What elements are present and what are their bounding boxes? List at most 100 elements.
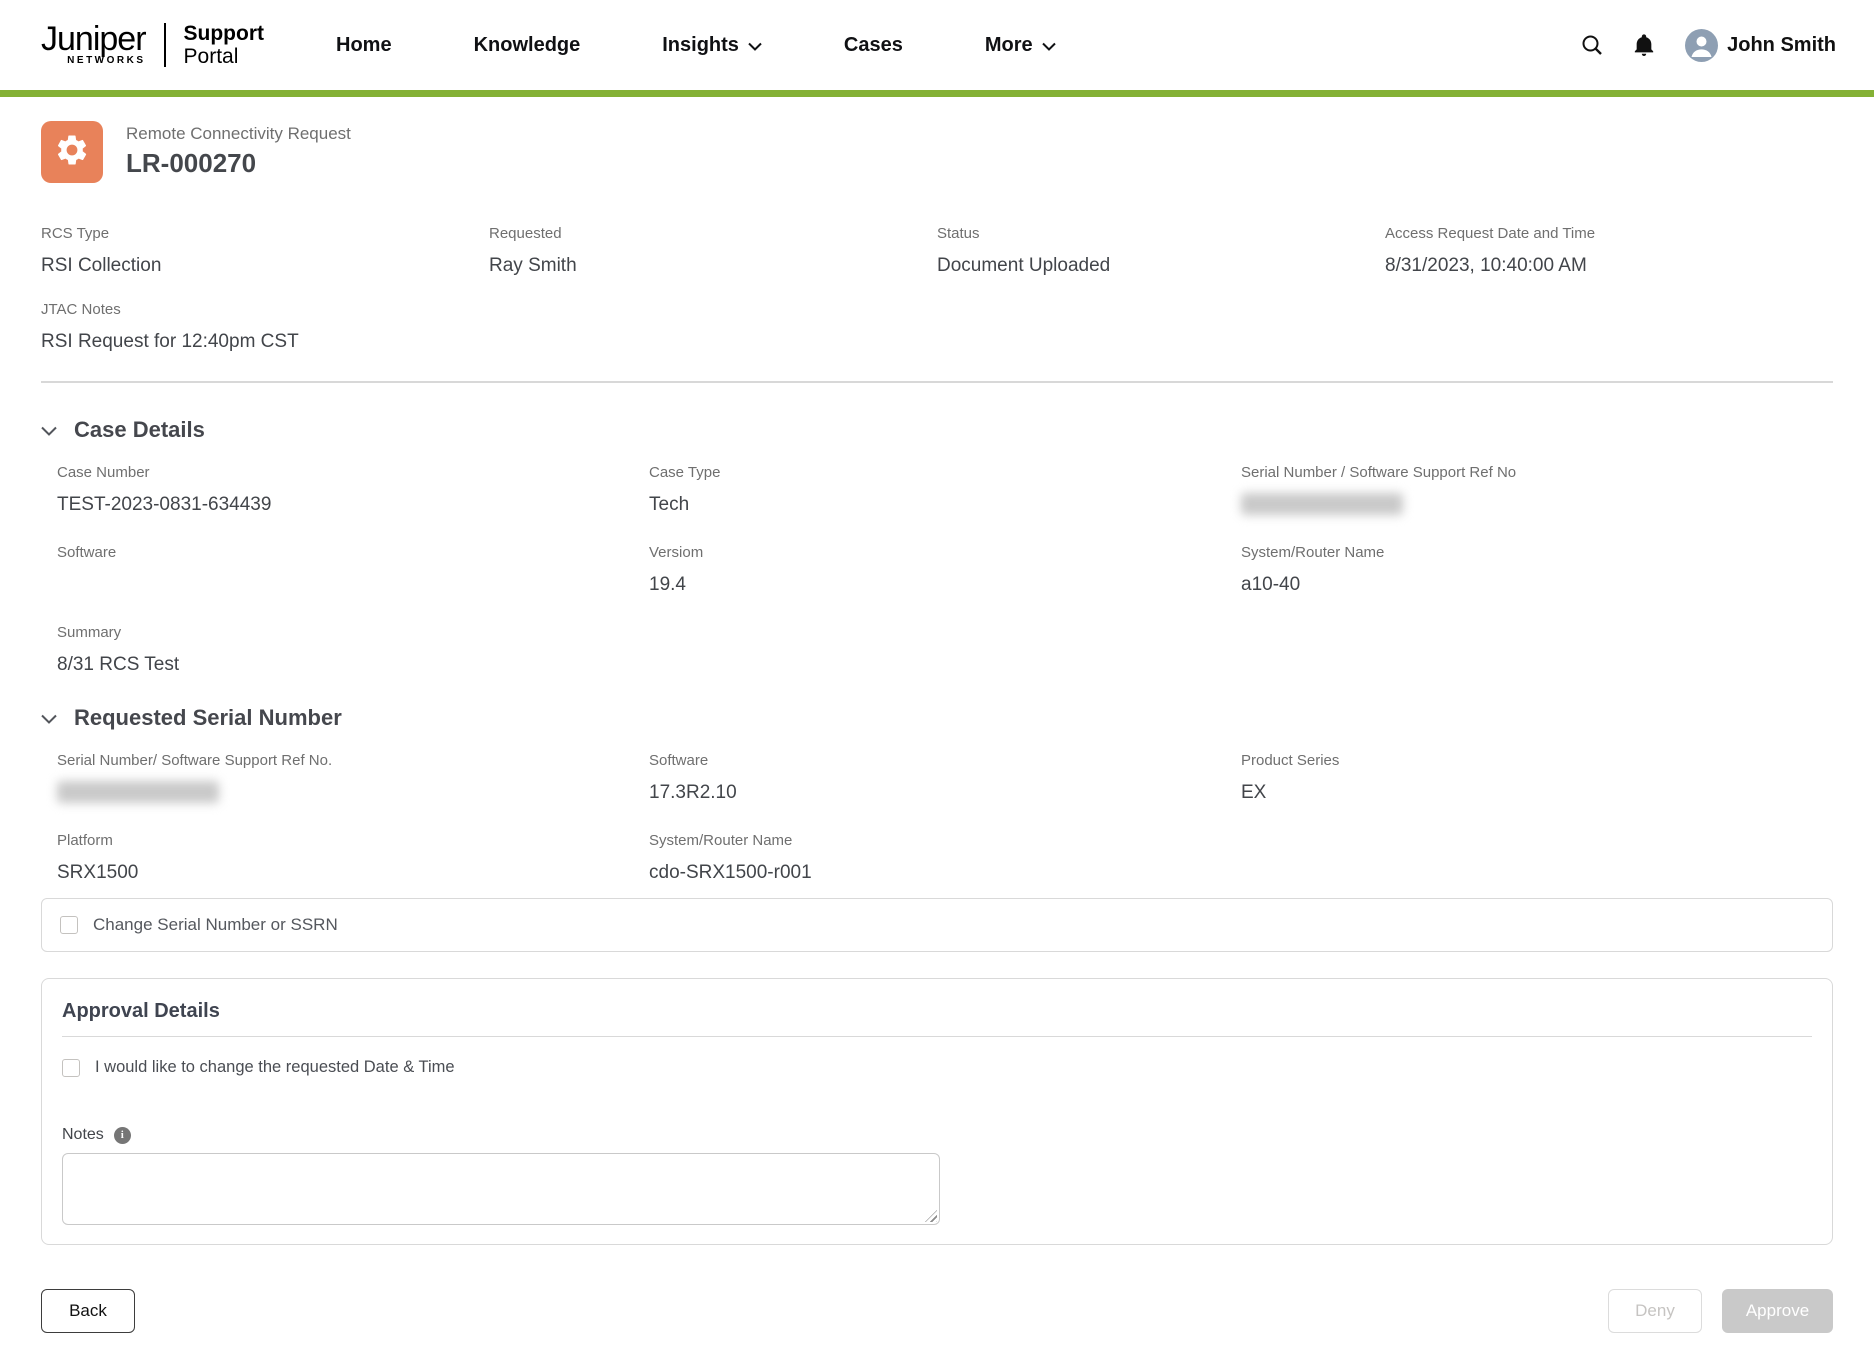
field-serial-number-ssrn: Serial Number/ Software Support Ref No. — [57, 751, 649, 831]
field-status: Status Document Uploaded — [937, 224, 1385, 300]
field-label: System/Router Name — [1241, 544, 1385, 561]
field-platform: Platform SRX1500 — [57, 831, 649, 911]
record-type-label: Remote Connectivity Request — [126, 124, 351, 143]
field-value: TEST-2023-0831-634439 — [57, 494, 272, 515]
info-icon[interactable]: i — [113, 1126, 131, 1144]
user-name: John Smith — [1727, 33, 1836, 56]
section-divider — [41, 381, 1833, 383]
field-value: 8/31 RCS Test — [57, 654, 180, 675]
field-value: RSI Collection — [41, 255, 162, 276]
gear-icon — [54, 132, 90, 173]
record-tile — [41, 121, 103, 183]
user-menu[interactable]: John Smith — [1685, 28, 1836, 62]
nav-utilities: John Smith — [1581, 28, 1836, 62]
field-label: Software — [57, 544, 117, 561]
redacted-value — [1241, 493, 1403, 515]
change-datetime-checkbox[interactable] — [62, 1058, 80, 1077]
notes-row: Notes i — [62, 1126, 1812, 1144]
record-header: Remote Connectivity Request LR-000270 — [41, 121, 351, 183]
chevron-down-icon — [41, 714, 57, 724]
notes-textarea[interactable] — [62, 1153, 940, 1225]
field-label: Versiom — [649, 544, 704, 561]
field-value: Tech — [649, 494, 690, 515]
field-label: Case Number — [57, 464, 150, 481]
field-value: Document Uploaded — [937, 255, 1111, 276]
field-label: Case Type — [649, 464, 721, 481]
nav-item-knowledge[interactable]: Knowledge — [474, 34, 581, 57]
field-label: Requested — [489, 225, 562, 242]
support-wordmark: Support — [183, 22, 264, 45]
action-bar: Back Deny Approve — [41, 1289, 1833, 1333]
field-label: JTAC Notes — [41, 301, 121, 318]
field-value: Ray Smith — [489, 255, 577, 276]
field-value: cdo-SRX1500-r001 — [649, 862, 812, 883]
approve-button[interactable]: Approve — [1722, 1289, 1833, 1333]
field-value: 8/31/2023, 10:40:00 AM — [1385, 255, 1587, 276]
chevron-down-icon — [41, 426, 57, 436]
requested-serial-section: Requested Serial Number Serial Number/ S… — [41, 703, 1833, 911]
juniper-logo-word: Juniper — [41, 20, 147, 58]
field-product-series: Product Series EX — [1241, 751, 1833, 831]
juniper-logo[interactable]: Juniper NETWORKS — [41, 20, 147, 66]
nav-item-insights[interactable]: Insights — [662, 34, 762, 57]
change-datetime-row: I would like to change the requested Dat… — [62, 1058, 1812, 1077]
field-value: RSI Request for 12:40pm CST — [41, 331, 299, 352]
field-label: Access Request Date and Time — [1385, 225, 1596, 242]
brand: Juniper NETWORKS Support Portal — [41, 22, 264, 68]
user-avatar-icon — [1685, 28, 1719, 62]
requested-serial-toggle[interactable]: Requested Serial Number — [41, 703, 1833, 733]
field-access-request-datetime: Access Request Date and Time 8/31/2023, … — [1385, 224, 1833, 300]
field-value — [57, 573, 649, 597]
nav-item-cases[interactable]: Cases — [844, 34, 903, 57]
decision-buttons: Deny Approve — [1608, 1289, 1833, 1333]
field-label: Serial Number / Software Support Ref No — [1241, 464, 1517, 481]
field-label: Summary — [57, 624, 122, 641]
case-details-grid: Case Number TEST-2023-0831-634439 Case T… — [57, 463, 1833, 703]
field-label: RCS Type — [41, 225, 110, 242]
field-jtac-notes: JTAC Notes RSI Request for 12:40pm CST — [41, 300, 1833, 376]
deny-button[interactable]: Deny — [1608, 1289, 1702, 1333]
nav-item-label: More — [984, 33, 1033, 56]
field-label: Status — [937, 225, 980, 242]
brand-divider — [163, 23, 166, 67]
field-system-router-name: System/Router Name a10-40 — [1241, 543, 1833, 623]
record-meta: Remote Connectivity Request LR-000270 — [126, 121, 351, 183]
notes-label: Notes — [62, 1126, 104, 1143]
field-value: a10-40 — [1241, 574, 1301, 595]
field-system-router-name: System/Router Name cdo-SRX1500-r001 — [649, 831, 1241, 911]
support-portal-wordmark: Support Portal — [184, 22, 264, 68]
redacted-value — [57, 781, 219, 803]
section-title: Case Details — [74, 417, 205, 442]
record-id: LR-000270 — [126, 148, 257, 178]
juniper-logo-networks: NETWORKS — [67, 55, 146, 66]
nav-item-more[interactable]: More — [985, 34, 1056, 57]
field-value: SRX1500 — [57, 862, 139, 883]
nav-item-label: Knowledge — [473, 33, 581, 56]
field-value: 19.4 — [649, 574, 686, 595]
field-rcs-type: RCS Type RSI Collection — [41, 224, 489, 300]
back-button[interactable]: Back — [41, 1289, 135, 1333]
approval-divider — [62, 1036, 1812, 1037]
section-title: Requested Serial Number — [74, 705, 342, 730]
case-details-toggle[interactable]: Case Details — [41, 415, 1833, 445]
notification-bell-icon[interactable] — [1633, 33, 1655, 57]
change-ssrn-checkbox[interactable] — [60, 916, 78, 934]
field-value: EX — [1241, 782, 1267, 803]
change-datetime-label: I would like to change the requested Dat… — [95, 1058, 455, 1076]
field-label: System/Router Name — [649, 832, 793, 849]
nav-item-label: Cases — [843, 33, 903, 56]
approval-details-box: Approval Details I would like to change … — [41, 978, 1833, 1245]
chevron-down-icon — [1041, 42, 1056, 51]
nav-item-home[interactable]: Home — [336, 34, 392, 57]
field-version: Versiom 19.4 — [649, 543, 1241, 623]
field-case-type: Case Type Tech — [649, 463, 1241, 543]
search-icon[interactable] — [1581, 34, 1603, 56]
field-summary: Summary 8/31 RCS Test — [57, 623, 1833, 703]
field-label: Platform — [57, 832, 113, 849]
field-case-number: Case Number TEST-2023-0831-634439 — [57, 463, 649, 543]
field-serial-number-ssrn: Serial Number / Software Support Ref No — [1241, 463, 1833, 543]
field-label: Software — [649, 752, 709, 769]
field-value: 17.3R2.10 — [649, 782, 737, 803]
field-label: Product Series — [1241, 752, 1340, 769]
